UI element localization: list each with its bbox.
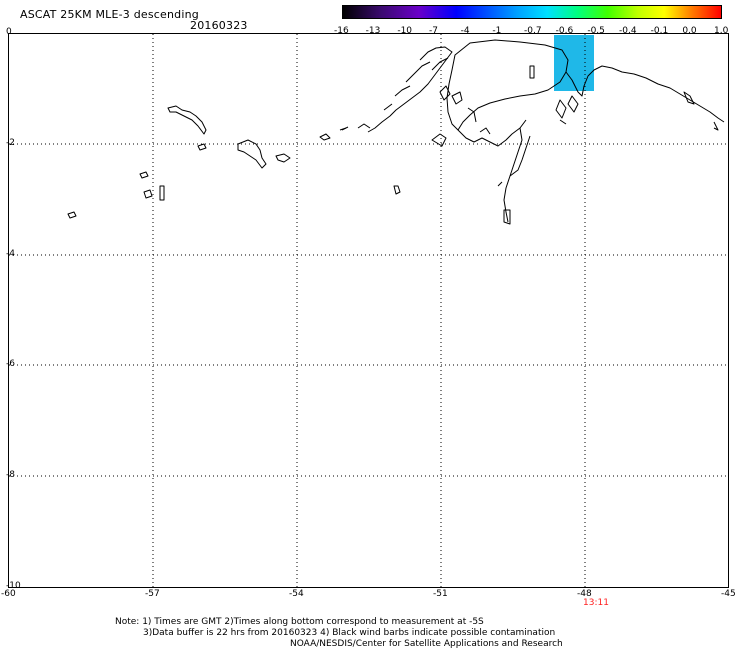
map-frame	[8, 33, 729, 588]
note-line-3: NOAA/NESDIS/Center for Satellite Applica…	[290, 639, 563, 649]
colorbar-label: -0.5	[587, 26, 605, 36]
lon-tick-label: -51	[433, 589, 448, 599]
colorbar	[342, 5, 722, 19]
graticule	[9, 34, 728, 587]
colorbar-label: -13	[365, 26, 381, 36]
map-date: 20160323	[190, 19, 248, 32]
coastline	[67, 39, 725, 225]
lon-tick-label: -57	[145, 589, 160, 599]
lat-tick-label: -6	[6, 359, 15, 370]
note-line-1: Note: 1) Times are GMT 2)Times along bot…	[115, 617, 484, 627]
colorbar-label: -0.6	[555, 26, 574, 36]
colorbar-label: -1	[492, 26, 502, 36]
note-line-2: 3)Data buffer is 22 hrs from 20160323 4)…	[143, 628, 556, 638]
colorbar-label: -7	[429, 26, 438, 36]
lat-tick-label: -8	[6, 470, 15, 481]
lon-tick-label: -48	[577, 589, 592, 599]
colorbar-label: -10	[397, 26, 413, 36]
lon-tick-label: -60	[1, 589, 16, 599]
lon-tick-label: -45	[721, 589, 736, 599]
colorbar-label: -0.7	[524, 26, 542, 36]
lon-tick-label: -54	[289, 589, 304, 599]
map-title: ASCAT 25KM MLE-3 descending	[20, 8, 199, 21]
lat-tick-label: -10	[6, 581, 21, 591]
lat-tick-label: -2	[6, 137, 15, 148]
colorbar-label: 0.0	[682, 26, 697, 36]
time-label: 13:11	[583, 598, 609, 608]
lat-tick-label: -4	[6, 248, 15, 259]
colorbar-label: -16	[334, 26, 349, 36]
colorbar-label: -0.1	[650, 26, 669, 36]
colorbar-label: -4	[460, 26, 470, 36]
colorbar-label: -0.4	[619, 26, 637, 36]
colorbar-label: 1.0	[714, 26, 729, 36]
lat-tick-label: 0	[6, 27, 12, 37]
